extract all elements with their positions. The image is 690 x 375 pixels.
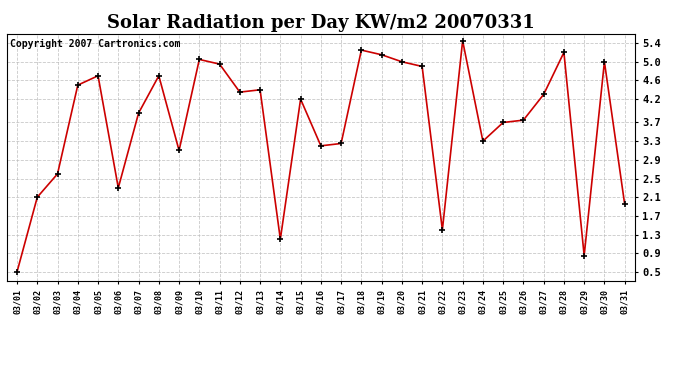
Title: Solar Radiation per Day KW/m2 20070331: Solar Radiation per Day KW/m2 20070331: [107, 14, 535, 32]
Text: Copyright 2007 Cartronics.com: Copyright 2007 Cartronics.com: [10, 39, 180, 49]
